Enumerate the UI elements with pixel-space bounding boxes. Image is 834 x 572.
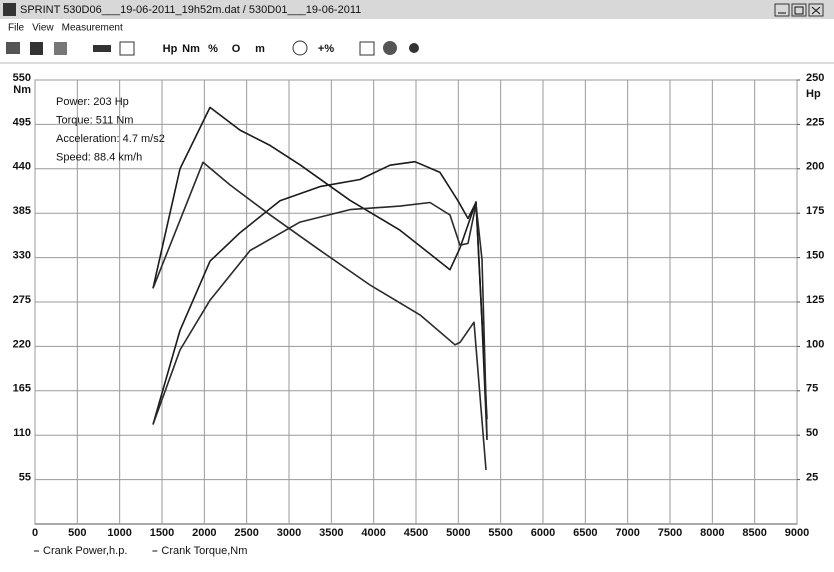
y2-axis-unit: Hp xyxy=(806,88,821,100)
x-tick-label: 500 xyxy=(68,527,86,539)
menu-item[interactable]: View xyxy=(32,23,54,34)
minimize-button[interactable] xyxy=(774,3,790,17)
menu-item[interactable]: Measurement xyxy=(62,23,123,34)
car-icon[interactable] xyxy=(93,45,111,52)
data-line xyxy=(152,201,488,438)
y-tick-label: 110 xyxy=(13,427,31,439)
maximize-icon xyxy=(794,6,804,15)
y-tick-label: 550 xyxy=(13,72,31,84)
x-tick-label: 5000 xyxy=(446,527,470,539)
chart-icon[interactable] xyxy=(119,41,135,56)
x-tick-label: 3000 xyxy=(277,527,301,539)
toolbar-button[interactable]: m xyxy=(255,43,265,55)
window-title: SPRINT 530D06___19-06-2011_19h52m.dat / … xyxy=(20,4,361,16)
data-line xyxy=(152,161,487,470)
x-tick-label: 0 xyxy=(32,527,38,539)
toolbar-button[interactable]: % xyxy=(208,43,218,55)
chart: 0 500 1000 1500 2000 2500 3000 3500 4000 4500 5000… xyxy=(13,72,825,557)
info-text: Power: 203 Hp xyxy=(56,96,129,108)
toolbar-button[interactable]: +% xyxy=(318,43,334,55)
y-tick-label: 440 xyxy=(13,161,31,173)
y2-tick-label: 250 xyxy=(806,72,824,84)
eye-icon[interactable] xyxy=(409,43,419,53)
y2-tick-label: 150 xyxy=(806,250,824,262)
gauge-icon[interactable] xyxy=(292,40,308,56)
x-tick-label: 2500 xyxy=(234,527,258,539)
y-tick-label: 220 xyxy=(13,338,31,350)
y-axis-unit: Nm xyxy=(13,84,31,96)
y-tick-label: 385 xyxy=(13,205,31,217)
save-icon[interactable] xyxy=(30,42,43,55)
x-tick-label: 8500 xyxy=(742,527,766,539)
x-tick-label: 2000 xyxy=(192,527,216,539)
x-tick-label: 3500 xyxy=(319,527,343,539)
y2-tick-label: 125 xyxy=(806,294,824,306)
close-button[interactable] xyxy=(808,3,824,17)
y-tick-label: 165 xyxy=(13,383,31,395)
x-tick-label: 8000 xyxy=(700,527,724,539)
toolbar-button[interactable]: Hp xyxy=(163,43,178,55)
y2-tick-label: 225 xyxy=(806,116,824,128)
graph-icon[interactable] xyxy=(359,41,375,56)
x-tick-label: 1500 xyxy=(150,527,174,539)
toolbar-button[interactable]: O xyxy=(232,43,241,55)
y-tick-label: 55 xyxy=(19,472,31,484)
y2-tick-label: 25 xyxy=(806,472,818,484)
x-tick-label: 7000 xyxy=(615,527,639,539)
info-text: Acceleration: 4.7 m/s2 xyxy=(56,133,165,145)
x-tick-label: 4500 xyxy=(404,527,428,539)
legend-label: Crank Power,h.p. xyxy=(43,545,127,557)
y-tick-label: 275 xyxy=(13,294,31,306)
x-tick-label: 5500 xyxy=(488,527,512,539)
maximize-button[interactable] xyxy=(791,3,807,17)
y2-tick-label: 50 xyxy=(806,427,818,439)
menu-bar: File View Measurement xyxy=(8,23,123,34)
x-tick-label: 9000 xyxy=(785,527,809,539)
y2-tick-label: 200 xyxy=(806,161,824,173)
x-tick-label: 6500 xyxy=(573,527,597,539)
y2-tick-label: 175 xyxy=(806,205,824,217)
y-tick-label: 495 xyxy=(13,116,31,128)
y2-tick-label: 100 xyxy=(806,338,824,350)
menu-item[interactable]: File xyxy=(8,23,25,34)
x-tick-label: 1000 xyxy=(107,527,131,539)
info-text: Speed: 88.4 km/h xyxy=(56,151,142,163)
app-icon xyxy=(3,3,16,16)
toolbar-button[interactable]: Nm xyxy=(182,43,200,55)
title-bar xyxy=(0,0,834,19)
x-tick-label: 4000 xyxy=(361,527,385,539)
x-tick-label: 7500 xyxy=(658,527,682,539)
legend-label: Crank Torque,Nm xyxy=(161,545,247,557)
print-icon[interactable] xyxy=(54,42,67,55)
info-text: Torque: 511 Nm xyxy=(56,114,133,126)
open-icon[interactable] xyxy=(6,42,20,54)
y-tick-label: 330 xyxy=(13,250,31,262)
window-controls[interactable] xyxy=(774,3,824,17)
wheel-icon[interactable] xyxy=(383,41,397,55)
data-line xyxy=(152,106,488,441)
x-tick-label: 6000 xyxy=(531,527,555,539)
close-icon xyxy=(811,6,821,15)
y2-tick-label: 75 xyxy=(806,383,818,395)
